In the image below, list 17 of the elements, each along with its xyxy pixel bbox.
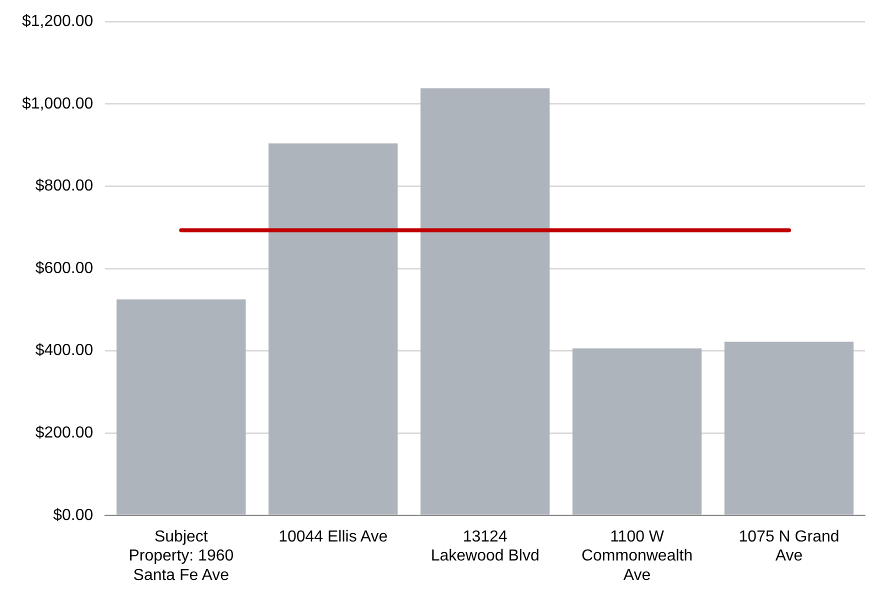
x-tick-label: 10044 Ellis Ave [278,528,388,546]
y-tick-label: $800.00 [35,178,94,195]
y-tick-label: $0.00 [53,506,94,524]
bar [268,143,398,515]
bar [572,348,702,515]
y-tick-label: $400.00 [35,342,94,360]
x-tick-label: 13124 Lakewood Blvd [430,528,540,565]
y-tick-label: $1,200.00 [22,13,94,30]
y-tick-label: $1,000.00 [22,95,94,112]
y-tick-label: $600.00 [35,260,94,277]
x-tick-label: 1075 N Grand Ave [738,528,840,565]
y-tick-label: $200.00 [35,424,94,442]
x-tick-label: Subject Property: 1960 Santa Fe Ave [128,528,234,584]
bar [724,342,854,515]
x-tick-label: 1100 W Commonwealth Ave [581,528,693,584]
bar [420,88,550,515]
bar [116,299,246,515]
